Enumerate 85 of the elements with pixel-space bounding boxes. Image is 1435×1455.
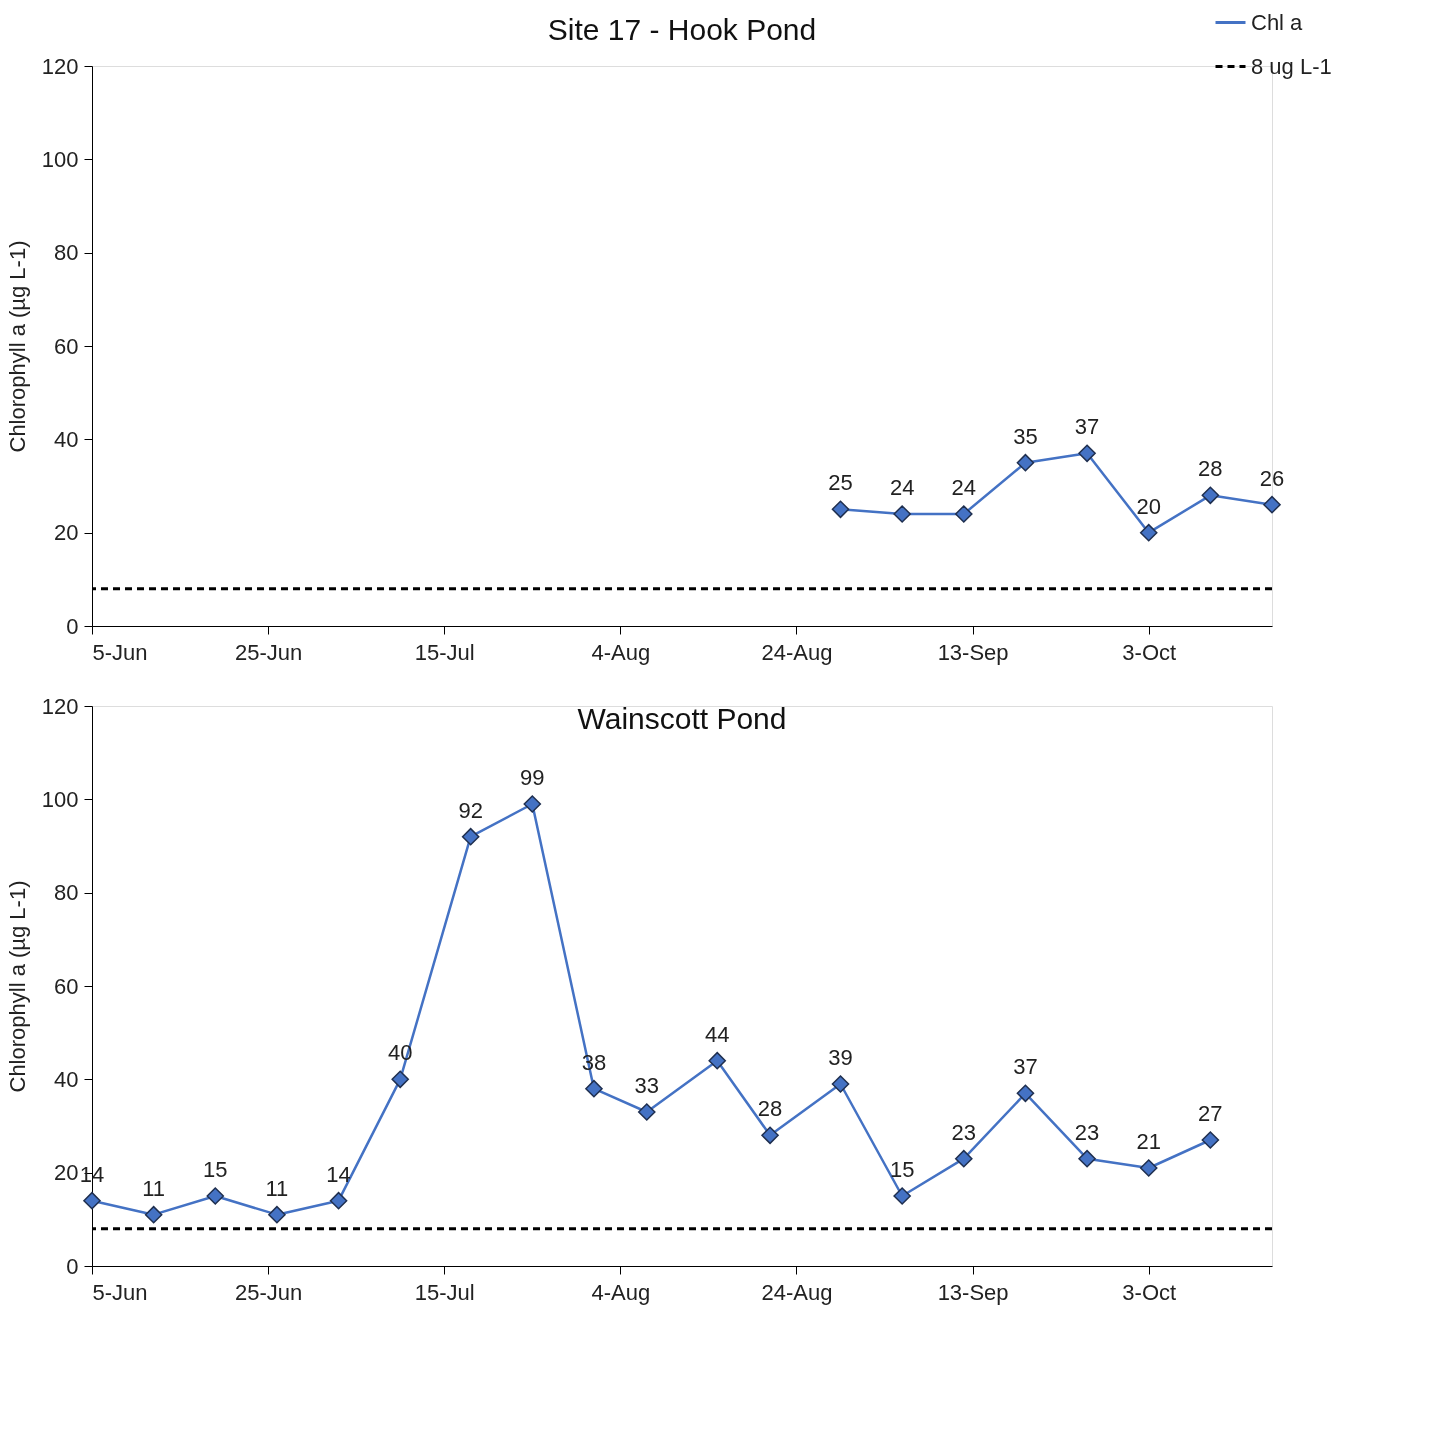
point [1201,486,1220,505]
point [954,505,973,523]
x-tick-label: 5-Jun [92,639,148,665]
data-label: 27 [1198,1101,1223,1126]
x-tick-label: 5-Jun [92,1279,148,1305]
point [954,1149,973,1168]
point [144,1205,163,1224]
x-tick-label: 15-Jul [414,639,475,665]
y-tick-label: 60 [54,973,79,999]
data-label: 28 [757,1096,783,1122]
y-tick-label: 60 [54,333,79,359]
data-label: 26 [1259,465,1285,491]
x-tick-label: 4-Aug [591,639,651,665]
y-tick-label: 40 [54,1066,79,1092]
data-label: 23 [1074,1119,1100,1145]
data-label: 35 [1013,423,1038,449]
legend-label: Chl a [1251,9,1304,35]
y-tick-label: 100 [41,146,79,172]
point [1078,1149,1096,1168]
point [831,1075,850,1093]
y-tick-label: 20 [54,520,79,546]
x-tick-label: 3-Oct [1122,1279,1177,1305]
point [893,505,911,523]
data-label: 37 [1013,1054,1038,1080]
y-tick-label: 80 [54,240,79,266]
x-tick-label: 13-Sep [937,1279,1009,1305]
point [1201,1131,1220,1149]
point [206,1187,225,1205]
y-tick-label: 100 [41,786,79,812]
point [1139,523,1158,542]
data-label: 28 [1198,456,1223,482]
x-tick-label: 4-Aug [591,1279,651,1305]
point [1139,1159,1158,1177]
data-label: 20 [1136,493,1161,519]
data-label: 23 [951,1119,977,1145]
x-tick-label: 24-Aug [761,1279,833,1305]
data-label: 24 [889,475,915,500]
data-label: 39 [828,1045,853,1070]
point [637,1103,656,1121]
y-tick-label: 0 [66,1253,79,1279]
data-label: 33 [634,1073,660,1098]
y-tick-label: 0 [66,613,79,639]
y-axis-title: Chlorophyll a (µg L-1) [4,240,30,453]
data-label: 37 [1074,414,1100,440]
chart-title: Wainscott Pond [577,702,787,735]
point [1263,495,1281,514]
data-label: 11 [265,1175,289,1201]
y-tick-label: 20 [54,1160,79,1186]
point [1078,444,1096,463]
point [708,1051,727,1070]
point [1016,453,1035,472]
y-axis-title: Chlorophyll a (µg L-1) [4,880,30,1093]
x-tick-label: 24-Aug [761,639,833,665]
point [893,1187,911,1205]
data-label: 25 [828,470,853,496]
data-label: 14 [326,1161,351,1187]
y-tick-label: 120 [41,693,79,719]
data-label: 24 [951,475,977,500]
data-label: 15 [203,1157,228,1182]
x-tick-label: 15-Jul [414,1279,475,1305]
x-tick-label: 3-Oct [1122,639,1177,665]
point [329,1191,348,1210]
y-tick-label: 80 [54,880,79,906]
x-tick-label: 13-Sep [937,639,1009,665]
data-label: 21 [1136,1129,1161,1154]
y-tick-label: 120 [41,53,79,79]
data-label: 44 [704,1021,730,1047]
point [391,1070,410,1089]
point [1016,1084,1035,1103]
y-tick-label: 40 [54,426,79,452]
data-label: 99 [520,765,545,790]
point [83,1191,101,1210]
x-tick-label: 25-Jun [234,639,303,665]
point [523,795,542,813]
point [585,1079,603,1098]
x-tick-label: 25-Jun [234,1279,303,1305]
data-label: 15 [889,1157,915,1182]
data-label: 92 [458,797,483,823]
point [831,500,850,519]
point [761,1126,779,1145]
point [268,1205,286,1224]
data-label: 11 [142,1175,166,1201]
legend-label: 8 ug L-1 [1251,53,1332,79]
point [461,827,480,846]
chart-title: Site 17 - Hook Pond [547,13,817,46]
